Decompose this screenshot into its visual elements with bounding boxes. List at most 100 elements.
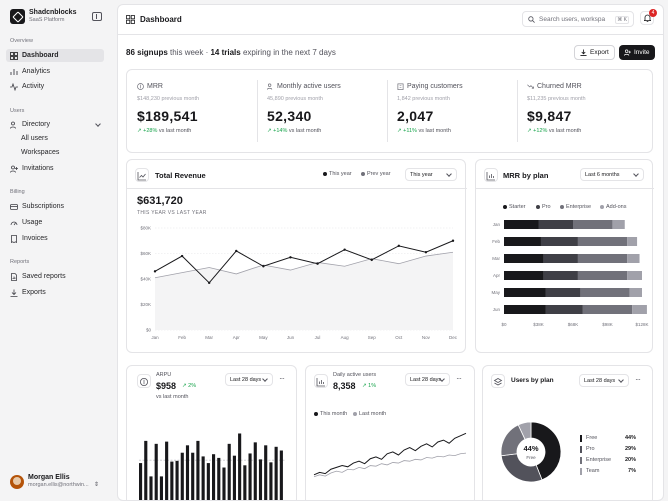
revenue-range-select[interactable]: This year bbox=[405, 168, 457, 181]
legend-enterprise: Enterprise bbox=[560, 204, 591, 210]
sidebar-item-analytics[interactable]: Analytics bbox=[6, 65, 104, 78]
credit-card-icon bbox=[10, 203, 18, 211]
users-donut-chart bbox=[500, 421, 562, 483]
user-plus-icon bbox=[10, 165, 18, 173]
arpu-bar bbox=[165, 441, 169, 500]
bar-add-ons bbox=[627, 271, 642, 280]
sidebar-item-exports[interactable]: Exports bbox=[6, 286, 104, 299]
chevron-down-icon[interactable] bbox=[95, 121, 101, 127]
sidebar-item-invoices[interactable]: Invoices bbox=[6, 232, 104, 245]
bar-pro bbox=[543, 271, 578, 280]
kpi-previous: $11,235 previous month bbox=[527, 96, 586, 102]
notifications-button[interactable] bbox=[640, 11, 654, 25]
arpu-range-select[interactable]: Last 28 days bbox=[225, 373, 273, 386]
revenue-line-chart: $0 $20K $40K $60K $80K Jan Feb Mar Apr May Jun Jul A… bbox=[140, 226, 457, 341]
sidebar-item-dashboard[interactable]: Dashboard bbox=[6, 49, 104, 62]
sidebar-item-subscriptions[interactable]: Subscriptions bbox=[6, 200, 104, 213]
revenue-title: Total Revenue bbox=[155, 171, 206, 180]
mrr-plan-title: MRR by plan bbox=[503, 171, 549, 180]
kpi-change-value: +12% bbox=[533, 128, 548, 134]
more-icon[interactable]: ··· bbox=[279, 374, 285, 383]
sidebar-toggle-icon[interactable] bbox=[92, 12, 102, 21]
users-plan-card: Users by plan Last 28 days ··· 44% Free … bbox=[482, 365, 653, 500]
y-tick-label: Jun bbox=[493, 307, 501, 312]
kpi-change-value: +11% bbox=[403, 128, 417, 134]
file-chart-icon bbox=[10, 272, 18, 281]
arpu-bar bbox=[243, 465, 247, 500]
mrr-range-select[interactable]: Last 6 months bbox=[580, 168, 644, 181]
this-year-point bbox=[451, 239, 455, 242]
dashboard-icon bbox=[126, 15, 135, 24]
dashboard-icon bbox=[10, 51, 18, 60]
trend-up-icon: ↗ bbox=[182, 383, 189, 389]
bar-chart-icon bbox=[314, 374, 328, 388]
user-name: Morgan Ellis bbox=[28, 474, 70, 481]
legend-prev-year: Prev year bbox=[361, 171, 391, 177]
dau-range-select[interactable]: Last 28 days bbox=[405, 373, 450, 386]
notification-badge: 4 bbox=[649, 9, 657, 17]
arpu-bar bbox=[212, 454, 216, 500]
dau-line-chart bbox=[313, 432, 467, 478]
chevrons-up-down-icon[interactable]: ⇕ bbox=[94, 482, 100, 488]
more-icon[interactable]: ··· bbox=[456, 374, 462, 383]
sidebar-subitem-all-users[interactable]: All users bbox=[21, 135, 48, 142]
bar-enterprise bbox=[577, 254, 628, 263]
y-tick-label: Mar bbox=[492, 256, 500, 261]
arpu-bar bbox=[248, 453, 252, 500]
kpi-vs: vs last month bbox=[288, 128, 322, 134]
arpu-bar bbox=[185, 445, 190, 500]
kpi-value: $189,541 bbox=[137, 108, 198, 124]
trials-count: 14 trials bbox=[210, 48, 241, 57]
bar-starter bbox=[504, 288, 546, 297]
x-tick-label: May bbox=[259, 335, 268, 340]
kpi-label: Monthly active users bbox=[277, 83, 341, 90]
section-label-overview: Overview bbox=[10, 38, 33, 44]
bar-starter bbox=[504, 305, 546, 314]
kpi-value: $9,847 bbox=[527, 108, 572, 124]
main-panel: Dashboard Search users, workspa ⌘ K 4 86… bbox=[117, 4, 664, 501]
kpi-monthly-active-users: Monthly active users 45,890 previous mon… bbox=[257, 70, 387, 154]
mrr-stacked-bar-chart: Jan Feb Mar Apr May Jun $0 $38K $68K $98K $128K bbox=[491, 220, 649, 327]
revenue-caption: THIS YEAR VS LAST YEAR bbox=[137, 210, 207, 216]
arpu-bar bbox=[217, 457, 221, 500]
arpu-bar-chart bbox=[139, 433, 285, 500]
bar-pro bbox=[543, 254, 578, 263]
kpi-value: 2,047 bbox=[397, 108, 434, 124]
this-year-point bbox=[424, 251, 428, 254]
arpu-bar bbox=[149, 476, 153, 500]
sidebar-item-saved-reports[interactable]: Saved reports bbox=[6, 270, 104, 283]
legend-this-year: This year bbox=[323, 171, 352, 177]
bar-add-ons bbox=[627, 237, 638, 246]
more-icon[interactable]: ··· bbox=[635, 375, 641, 384]
revenue-card: Total Revenue This year Prev year This y… bbox=[126, 159, 467, 353]
export-button[interactable]: Export bbox=[574, 45, 615, 60]
x-tick-label: Oct bbox=[395, 335, 403, 340]
sidebar-subitem-workspaces[interactable]: Workspaces bbox=[21, 149, 60, 156]
sidebar-item-invitations[interactable]: Invitations bbox=[6, 162, 104, 175]
arpu-bar bbox=[269, 462, 273, 500]
bar-add-ons bbox=[629, 288, 642, 297]
x-tick-label: $128K bbox=[635, 322, 648, 327]
users-range-select[interactable]: Last 28 days bbox=[579, 374, 629, 387]
legend-last-month: Last month bbox=[353, 411, 386, 417]
brand[interactable]: Shadcnblocks SaaS Platform bbox=[10, 9, 76, 24]
arpu-bar bbox=[206, 463, 210, 500]
legend-add-ons: Add-ons bbox=[600, 204, 627, 210]
sidebar-item-usage[interactable]: Usage bbox=[6, 216, 104, 229]
sidebar-item-directory[interactable]: Directory bbox=[6, 118, 104, 131]
users-icon bbox=[267, 83, 273, 90]
dau-change-value: 1% bbox=[368, 383, 377, 389]
dau-label: Daily active users bbox=[333, 372, 377, 378]
slice-free bbox=[530, 421, 562, 481]
page-title: Dashboard bbox=[140, 15, 182, 24]
user-menu[interactable]: Morgan Ellis morgan.ellis@northwin... bbox=[10, 474, 89, 489]
bar-add-ons bbox=[627, 254, 640, 263]
x-tick-label: $38K bbox=[533, 322, 544, 327]
sidebar-item-activity[interactable]: Activity bbox=[6, 80, 104, 93]
plan-row: Pro 29% bbox=[580, 445, 636, 453]
search-input[interactable]: Search users, workspa ⌘ K bbox=[522, 11, 634, 27]
plan-swatch bbox=[580, 456, 582, 464]
arpu-bar bbox=[264, 445, 268, 500]
invite-button[interactable]: Invite bbox=[619, 45, 655, 60]
